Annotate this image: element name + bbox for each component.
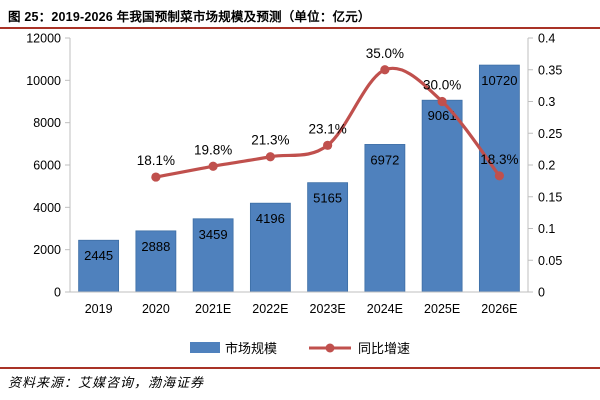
bar-value-label: 4196: [256, 211, 285, 226]
y-left-tick-label: 10000: [26, 74, 61, 88]
growth-marker-2023E: [323, 140, 333, 150]
legend-label: 同比增速: [358, 341, 411, 356]
bar-2023E: [307, 182, 349, 293]
legend-bar-swatch: [189, 342, 220, 353]
y-right-tick-label: 0.05: [538, 254, 562, 268]
y-left-tick-label: 4000: [33, 201, 61, 215]
growth-value-label: 19.8%: [194, 142, 232, 157]
bar-value-label: 5165: [313, 191, 342, 206]
y-right-tick-label: 0.15: [538, 190, 562, 204]
y-left-tick-label: 8000: [33, 116, 61, 130]
growth-value-label: 18.1%: [137, 153, 175, 168]
y-right-tick-label: 0.25: [538, 127, 562, 141]
bar-2024E: [364, 144, 406, 293]
y-right-tick-label: 0.4: [538, 32, 555, 46]
growth-value-label: 35.0%: [366, 46, 404, 61]
y-left-tick-label: 6000: [33, 159, 61, 173]
growth-value-label: 23.1%: [308, 121, 346, 136]
y-left-tick-label: 2000: [33, 243, 61, 257]
y-right-tick-label: 0.3: [538, 95, 555, 109]
legend-item-growth-rate: 同比增速: [307, 338, 410, 357]
bar-value-label: 3459: [199, 227, 228, 242]
title-divider: [0, 27, 600, 29]
bar-2022E: [249, 202, 291, 293]
growth-value-label: 30.0%: [423, 78, 461, 93]
y-left-tick-label: 12000: [26, 32, 61, 46]
figure-title: 图 25：2019-2026 年我国预制菜市场规模及预测（单位：亿元）: [8, 10, 371, 24]
chart-canvas: 2445 2888 3459 4196 5165 6972 9061 10720 0 2000 40…: [26, 32, 562, 317]
x-axis-label: 2022E: [252, 302, 288, 316]
source-note: 资料来源：艾媒咨询，渤海证券: [8, 376, 205, 391]
x-axis-label: 2024E: [367, 302, 403, 316]
bar-2020: [135, 230, 177, 293]
y-left-tick-label: 0: [54, 286, 61, 300]
growth-marker-2026E: [494, 171, 504, 181]
y-right-tick-label: 0.35: [538, 63, 562, 77]
growth-marker-2025E: [437, 96, 447, 107]
x-axis-label: 2025E: [424, 302, 460, 316]
growth-marker-2022E: [265, 152, 275, 162]
x-axis-label: 2023E: [310, 302, 346, 316]
footer-divider: [0, 367, 600, 369]
growth-marker-2020: [151, 172, 161, 182]
x-axis-label: 2021E: [195, 302, 231, 316]
growth-value-label: 18.3%: [480, 152, 518, 167]
y-right-tick-label: 0.2: [538, 159, 555, 173]
bar-value-label: 9061: [428, 108, 457, 123]
bar-value-label: 6972: [370, 152, 399, 167]
growth-marker-2024E: [380, 65, 390, 75]
y-right-tick-label: 0: [538, 286, 545, 300]
chart-legend: 市场规模 同比增速: [0, 338, 600, 357]
legend-label: 市场规模: [224, 341, 277, 356]
x-axis-label: 2020: [142, 302, 170, 316]
x-axis-label: 2026E: [481, 302, 517, 316]
growth-marker-2021E: [208, 161, 218, 171]
bar-value-label: 2888: [141, 239, 170, 254]
bar-2019: [78, 239, 120, 293]
legend-item-market-size: 市场规模: [189, 338, 277, 357]
growth-value-label: 21.3%: [251, 133, 289, 148]
bar-value-label: 2445: [84, 248, 113, 263]
bar-value-label: 10720: [481, 73, 517, 88]
y-right-tick-label: 0.1: [538, 222, 555, 236]
x-axis-label: 2019: [85, 302, 113, 316]
legend-line-swatch: [309, 343, 351, 352]
bar-2021E: [192, 218, 234, 293]
bar-2025E: [421, 99, 463, 293]
